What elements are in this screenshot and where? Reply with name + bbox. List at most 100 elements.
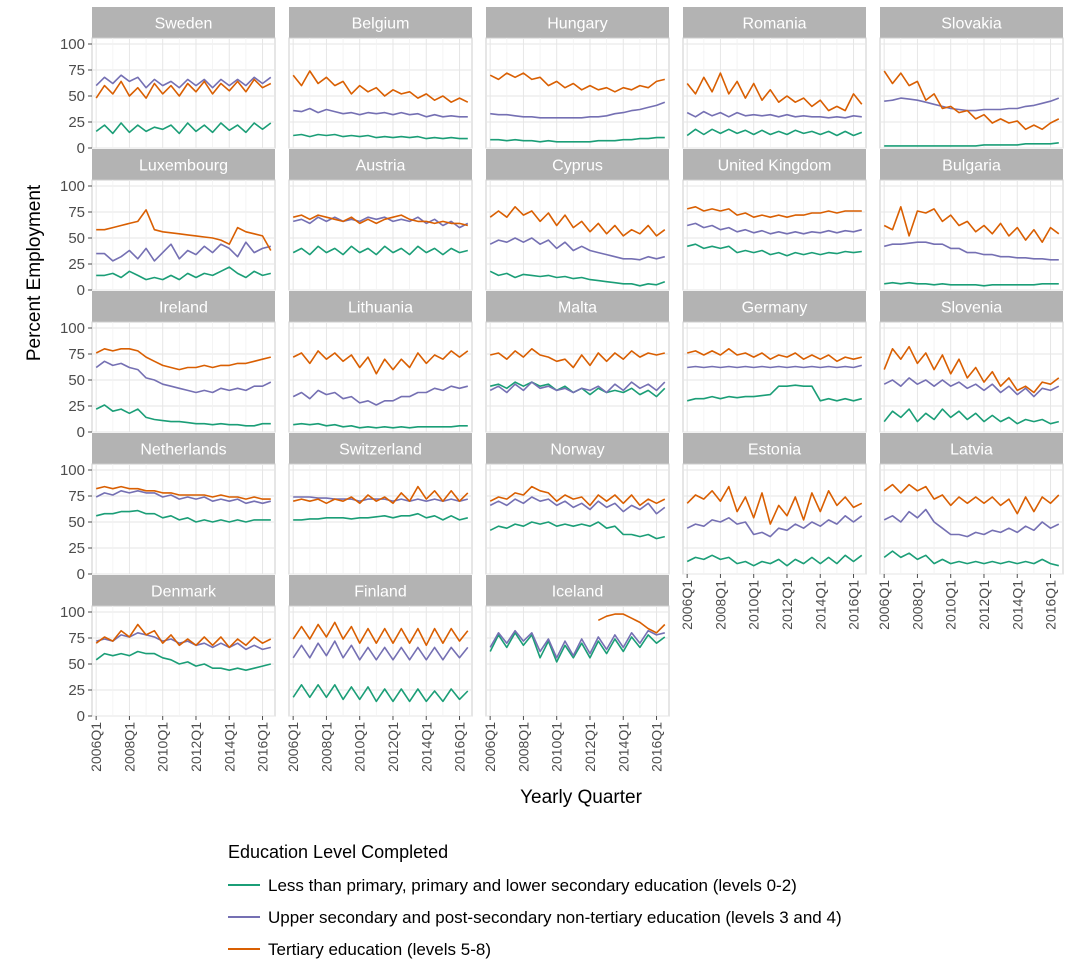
panel-background xyxy=(879,463,1064,575)
series-line-high xyxy=(292,350,469,375)
series-line-high xyxy=(883,70,1060,131)
series-line-mid xyxy=(489,381,666,394)
facet-strip-label: Lithuania xyxy=(348,300,413,317)
facet-strip xyxy=(486,149,669,180)
y-tick-label: 100 xyxy=(60,320,85,337)
facet-cyprus: Cyprus xyxy=(485,149,670,291)
y-tick-label: 0 xyxy=(77,708,85,725)
x-tick-label: 2014Q1 xyxy=(812,580,828,630)
panel-background xyxy=(91,37,276,149)
series-line-high xyxy=(95,623,272,649)
y-tick-label: 50 xyxy=(68,514,85,531)
facet-estonia: Estonia 2006Q1 2008Q1 2010Q1 2012Q1 2014Q1 201… xyxy=(679,433,867,630)
series-line-low xyxy=(687,384,862,402)
series-line-low xyxy=(687,243,862,257)
legend-label-mid: Upper secondary and post-secondary non-t… xyxy=(268,908,842,927)
panel-background xyxy=(682,321,867,433)
y-tick-label: 100 xyxy=(60,178,85,195)
series-line-low xyxy=(489,631,666,663)
series-line-low xyxy=(292,245,468,256)
series-line-low xyxy=(293,422,468,429)
facet-strip-label: Malta xyxy=(558,300,597,317)
series-line-low xyxy=(883,408,1059,425)
x-tick-label: 2016Q1 xyxy=(255,722,271,772)
series-line-high xyxy=(292,621,469,647)
series-line-low xyxy=(489,521,665,540)
facet-norway: Norway xyxy=(485,433,670,575)
x-tick-label: 2016Q1 xyxy=(1043,580,1059,630)
facet-strip-label: Ireland xyxy=(159,300,208,317)
facet-netherlands: Netherlands 0 25 50 75 100 xyxy=(60,433,276,583)
series-line-mid xyxy=(687,222,862,235)
facet-strip-label: Luxembourg xyxy=(139,158,228,175)
panel-background xyxy=(485,37,670,149)
panel-background xyxy=(91,605,276,717)
panel-background xyxy=(288,605,473,717)
x-tick-label: 2010Q1 xyxy=(352,722,368,772)
facet-strip xyxy=(92,149,275,180)
facet-strip xyxy=(880,433,1063,464)
x-tick-label: 2008Q1 xyxy=(318,722,334,772)
facet-strip xyxy=(683,7,866,38)
series-line-mid xyxy=(292,385,468,406)
x-tick-label: 2006Q1 xyxy=(679,580,695,630)
y-tick-label: 25 xyxy=(68,682,85,699)
series-line-low xyxy=(292,683,469,703)
panel-background xyxy=(485,463,670,575)
series-line-high xyxy=(96,209,272,251)
facet-luxembourg: Luxembourg 0 25 50 75 100 xyxy=(60,149,276,299)
series-line-mid xyxy=(687,364,862,369)
x-tick-label: 2014Q1 xyxy=(221,722,237,772)
series-line-high xyxy=(883,206,1060,243)
facet-strip-label: Sweden xyxy=(155,16,213,33)
facet-strip-label: Latvia xyxy=(950,442,993,459)
series-line-high xyxy=(489,206,666,237)
y-tick-label: 0 xyxy=(77,282,85,299)
x-tick-label: 2012Q1 xyxy=(976,580,992,630)
facet-bulgaria: Bulgaria xyxy=(879,149,1064,291)
y-axis-title: Percent Employment xyxy=(24,184,45,361)
x-tick-label: 2010Q1 xyxy=(746,580,762,630)
facet-strip xyxy=(486,575,669,606)
y-tick-label: 100 xyxy=(60,36,85,53)
facet-strip xyxy=(92,575,275,606)
x-tick-label: 2012Q1 xyxy=(188,722,204,772)
facet-belgium: Belgium xyxy=(288,7,473,149)
facet-strip-label: United Kingdom xyxy=(718,158,832,175)
series-line-high xyxy=(489,485,666,507)
x-tick-label: 2014Q1 xyxy=(615,722,631,772)
series-line-mid xyxy=(884,241,1059,261)
x-tick-label: 2012Q1 xyxy=(385,722,401,772)
y-tick-label: 100 xyxy=(60,604,85,621)
facet-strip xyxy=(880,291,1063,322)
series-line-mid xyxy=(884,97,1060,112)
x-tick-label: 2006Q1 xyxy=(88,722,104,772)
series-line-mid xyxy=(96,241,271,262)
x-tick-label: 2006Q1 xyxy=(482,722,498,772)
series-line-low xyxy=(95,404,271,427)
panel-background xyxy=(485,179,670,291)
facet-strip xyxy=(289,7,472,38)
series-line-high xyxy=(883,345,1060,394)
y-tick-label: 0 xyxy=(77,566,85,583)
series-line-high xyxy=(293,214,468,227)
y-tick-label: 75 xyxy=(68,204,85,221)
series-line-low xyxy=(686,128,863,137)
y-tick-label: 75 xyxy=(68,630,85,647)
series-line-mid xyxy=(95,489,271,505)
legend: Education Level Completed Less than prim… xyxy=(228,842,842,959)
legend-label-low: Less than primary, primary and lower sec… xyxy=(268,876,797,895)
x-tick-label: 2012Q1 xyxy=(779,580,795,630)
facet-strip xyxy=(486,433,669,464)
series-line-high xyxy=(293,485,469,505)
y-tick-label: 25 xyxy=(68,256,85,273)
series-line-mid xyxy=(686,514,863,538)
facet-strip xyxy=(486,291,669,322)
panel-background xyxy=(879,179,1064,291)
y-tick-label: 50 xyxy=(68,656,85,673)
y-tick-label: 75 xyxy=(68,346,85,363)
x-tick-label: 2016Q1 xyxy=(649,722,665,772)
facet-panels: Sweden 0 25 50 75 100 Belgium Hungary Romania Slo… xyxy=(60,7,1064,772)
panel-background xyxy=(288,321,473,433)
